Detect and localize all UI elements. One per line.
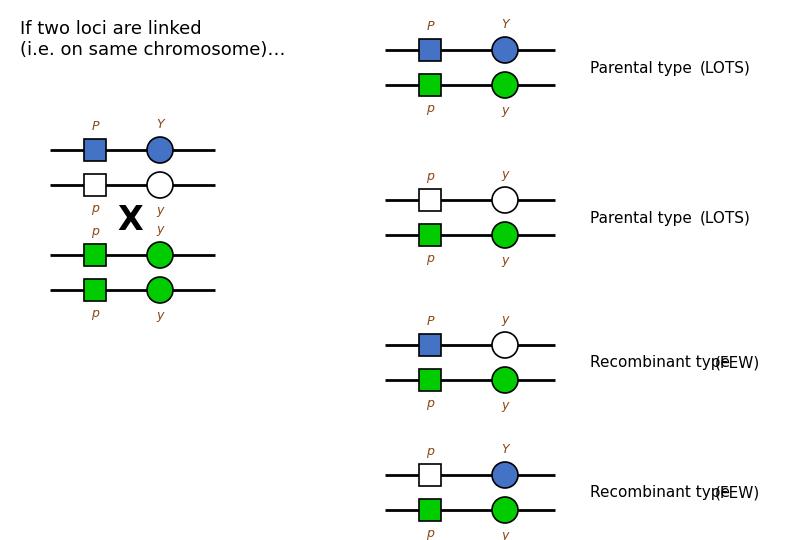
Text: Recombinant type: Recombinant type <box>590 485 730 501</box>
Text: P: P <box>426 20 433 33</box>
Text: y: y <box>501 529 509 540</box>
Bar <box>419 224 441 246</box>
Text: Y: Y <box>501 18 509 31</box>
Text: y: y <box>501 104 509 117</box>
Text: p: p <box>91 225 99 238</box>
Text: p: p <box>426 397 434 410</box>
Text: Parental type: Parental type <box>590 211 692 226</box>
Circle shape <box>147 137 173 163</box>
Bar <box>84 244 106 266</box>
Text: y: y <box>156 204 164 217</box>
Text: y: y <box>501 254 509 267</box>
Text: p: p <box>426 252 434 265</box>
Bar <box>419 74 441 96</box>
Text: y: y <box>156 223 164 236</box>
Text: Parental type: Parental type <box>590 60 692 76</box>
Text: p: p <box>426 527 434 540</box>
Circle shape <box>147 172 173 198</box>
Text: p: p <box>91 202 99 215</box>
Text: Y: Y <box>501 443 509 456</box>
Circle shape <box>492 462 518 488</box>
Bar <box>84 139 106 161</box>
Circle shape <box>492 367 518 393</box>
Circle shape <box>492 332 518 358</box>
Bar <box>419 334 441 356</box>
Text: Y: Y <box>156 118 164 131</box>
Bar <box>84 279 106 301</box>
Text: y: y <box>501 399 509 412</box>
Text: p: p <box>91 307 99 320</box>
Text: (FEW): (FEW) <box>715 355 761 370</box>
Text: (LOTS): (LOTS) <box>700 211 751 226</box>
Text: p: p <box>426 170 434 183</box>
Circle shape <box>492 37 518 63</box>
Bar <box>419 499 441 521</box>
Bar <box>84 174 106 196</box>
Text: y: y <box>501 313 509 326</box>
Circle shape <box>492 497 518 523</box>
Text: y: y <box>501 168 509 181</box>
Circle shape <box>492 72 518 98</box>
Text: Recombinant type: Recombinant type <box>590 355 730 370</box>
Bar <box>419 464 441 486</box>
Text: (LOTS): (LOTS) <box>700 60 751 76</box>
Bar <box>419 39 441 61</box>
Circle shape <box>147 277 173 303</box>
Text: X: X <box>117 204 143 237</box>
Text: If two loci are linked
(i.e. on same chromosome)…: If two loci are linked (i.e. on same chr… <box>20 20 285 59</box>
Circle shape <box>492 187 518 213</box>
Text: y: y <box>156 309 164 322</box>
Circle shape <box>147 242 173 268</box>
Text: p: p <box>426 102 434 115</box>
Bar <box>419 369 441 391</box>
Text: P: P <box>426 315 433 328</box>
Text: p: p <box>426 445 434 458</box>
Circle shape <box>492 222 518 248</box>
Text: (FEW): (FEW) <box>715 485 761 501</box>
Bar <box>419 189 441 211</box>
Text: P: P <box>92 120 99 133</box>
